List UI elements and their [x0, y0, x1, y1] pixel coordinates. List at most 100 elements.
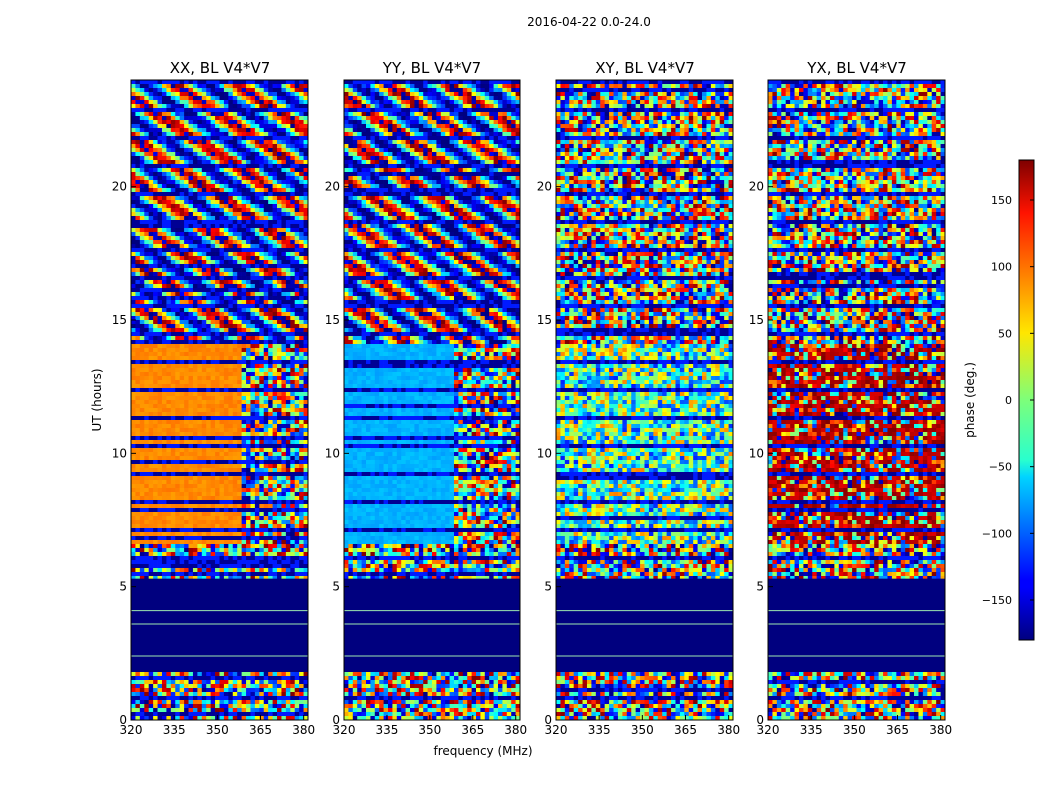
- heatmap-cell: [184, 564, 189, 569]
- heatmap-cell: [210, 412, 216, 417]
- heatmap-cell: [285, 284, 291, 289]
- heatmap-cell: [250, 164, 256, 169]
- heatmap-cell: [281, 156, 287, 161]
- heatmap-cell: [285, 544, 291, 549]
- heatmap-cell: [210, 400, 216, 405]
- heatmap-cell: [246, 452, 251, 457]
- heatmap-cell: [277, 164, 282, 169]
- heatmap-cell: [144, 456, 150, 461]
- heatmap-cell: [192, 380, 198, 385]
- heatmap-cell: [219, 504, 225, 509]
- heatmap-cell: [131, 372, 136, 377]
- heatmap-cell: [219, 364, 225, 369]
- heatmap-cell: [254, 436, 260, 441]
- heatmap-cell: [254, 328, 260, 333]
- heatmap-cell: [294, 408, 300, 413]
- heatmap-cell: [135, 100, 141, 105]
- heatmap-cell: [215, 536, 220, 541]
- heatmap-cell: [272, 576, 278, 581]
- heatmap-cell: [281, 212, 287, 217]
- heatmap-cell: [170, 292, 176, 297]
- heatmap-cell: [259, 364, 265, 369]
- heatmap-cell: [131, 564, 136, 569]
- heatmap-cell: [277, 232, 282, 237]
- heatmap-cell: [215, 292, 220, 297]
- heatmap-cell: [148, 344, 154, 349]
- heatmap-cell: [277, 504, 282, 509]
- heatmap-cell: [139, 468, 145, 473]
- heatmap-cell: [170, 140, 176, 145]
- heatmap-cell: [139, 556, 145, 561]
- heatmap-cell: [197, 432, 203, 437]
- heatmap-cell: [210, 516, 216, 521]
- heatmap-cell: [210, 336, 216, 341]
- heatmap-cell: [188, 116, 194, 121]
- heatmap-cell: [197, 536, 203, 541]
- heatmap-cell: [299, 572, 304, 577]
- heatmap-cell: [237, 544, 242, 549]
- heatmap-cell: [157, 232, 163, 237]
- heatmap-cell: [228, 288, 234, 293]
- heatmap-cell: [263, 396, 269, 401]
- heatmap-cell: [153, 308, 158, 313]
- heatmap-cell: [170, 148, 176, 153]
- heatmap-cell: [188, 252, 194, 257]
- heatmap-cell: [223, 448, 229, 453]
- heatmap-cell: [294, 196, 300, 201]
- heatmap-cell: [188, 492, 194, 497]
- heatmap-cell: [223, 372, 229, 377]
- heatmap-cell: [188, 496, 194, 501]
- heatmap-cell: [197, 324, 203, 329]
- heatmap-cell: [131, 360, 136, 365]
- heatmap-cell: [188, 316, 194, 321]
- heatmap-cell: [285, 564, 291, 569]
- heatmap-cell: [179, 564, 185, 569]
- heatmap-cell: [294, 564, 300, 569]
- heatmap-cell: [299, 552, 304, 557]
- heatmap-cell: [294, 184, 300, 189]
- heatmap-cell: [299, 276, 304, 281]
- heatmap-cell: [192, 128, 198, 133]
- heatmap-cell: [281, 296, 287, 301]
- heatmap-cell: [254, 484, 260, 489]
- heatmap-cell: [228, 508, 234, 513]
- heatmap-cell: [170, 80, 176, 85]
- heatmap-cell: [161, 576, 167, 581]
- heatmap-cell: [219, 144, 225, 149]
- heatmap-cell: [246, 520, 251, 525]
- heatmap-cell: [259, 472, 265, 477]
- heatmap-cell: [175, 432, 181, 437]
- heatmap-cell: [272, 124, 278, 129]
- heatmap-cell: [166, 404, 172, 409]
- heatmap-cell: [268, 148, 273, 153]
- heatmap-cell: [237, 304, 242, 309]
- heatmap-cell: [215, 328, 220, 333]
- heatmap-cell: [299, 472, 304, 477]
- heatmap-cell: [254, 524, 260, 529]
- heatmap-cell: [285, 472, 291, 477]
- heatmap-cell: [157, 124, 163, 129]
- heatmap-cell: [223, 416, 229, 421]
- heatmap-cell: [161, 496, 167, 501]
- heatmap-cell: [210, 356, 216, 361]
- heatmap-cell: [166, 80, 172, 85]
- heatmap-cell: [254, 224, 260, 229]
- heatmap-cell: [215, 300, 220, 305]
- heatmap-cell: [219, 540, 225, 545]
- heatmap-cell: [219, 264, 225, 269]
- heatmap-cell: [219, 104, 225, 109]
- heatmap-cell: [201, 444, 207, 449]
- heatmap-cell: [237, 424, 242, 429]
- heatmap-cell: [263, 208, 269, 213]
- heatmap-cell: [201, 388, 207, 393]
- heatmap-cell: [246, 312, 251, 317]
- heatmap-cell: [272, 452, 278, 457]
- heatmap-cell: [254, 88, 260, 93]
- heatmap-cell: [166, 344, 172, 349]
- heatmap-cell: [179, 492, 185, 497]
- heatmap-cell: [246, 556, 251, 561]
- heatmap-cell: [135, 160, 141, 165]
- heatmap-cell: [285, 488, 291, 493]
- heatmap-cell: [290, 440, 296, 445]
- heatmap-cell: [272, 496, 278, 501]
